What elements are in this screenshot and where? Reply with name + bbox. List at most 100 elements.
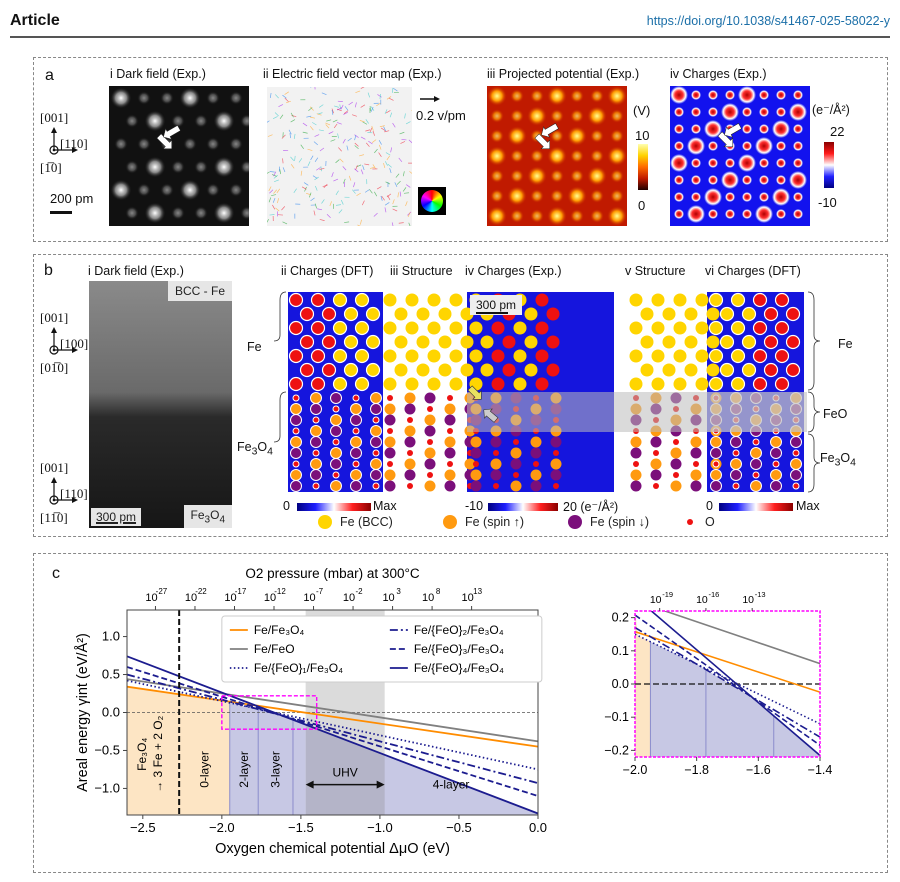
oxide-atom: [371, 426, 382, 437]
potential-spot: [550, 109, 564, 123]
potential-spot: [510, 209, 524, 223]
oxide-atom: [671, 459, 682, 470]
top-tick-label: 10: [303, 592, 315, 604]
oxide-atom: [447, 428, 453, 434]
field-vector: [314, 177, 318, 180]
fe-atom: [345, 336, 358, 349]
charge-spot: [759, 158, 769, 168]
panel-a-label: a: [45, 67, 54, 85]
oxide-atom: [493, 483, 499, 489]
potential-spot: [510, 149, 524, 163]
atom-spot: [110, 87, 132, 109]
field-vector: [315, 158, 318, 162]
oxide-atom: [771, 448, 782, 459]
oxide-atom: [493, 450, 499, 456]
fe-atom: [652, 322, 665, 335]
oxide-atom: [291, 448, 302, 459]
scalebar-b: 300 pm: [91, 508, 141, 526]
potential-spot: [550, 169, 564, 183]
fe-atom: [481, 364, 494, 377]
fe-atom: [301, 364, 314, 377]
fe-atom: [290, 322, 303, 335]
oxide-atom: [711, 481, 722, 492]
oxide-atom: [311, 459, 322, 470]
field-vector: [379, 140, 381, 144]
oxide-atom: [511, 459, 522, 470]
field-vector: [273, 116, 277, 118]
oxide-atom: [373, 417, 379, 423]
oxide-atom: [471, 481, 482, 492]
oxide-atom: [313, 450, 319, 456]
fe-atom: [450, 294, 463, 307]
charge-spot: [674, 192, 684, 202]
potential-spot: [570, 169, 584, 183]
field-vector: [267, 172, 270, 175]
field-vector: [385, 202, 389, 205]
oxide-atom: [351, 415, 362, 426]
field-vector: [269, 186, 271, 190]
fe-atom: [345, 364, 358, 377]
legend-label: Fe/Fe₃O₄: [254, 623, 305, 637]
charge-spot: [691, 90, 701, 100]
field-vector: [269, 198, 271, 203]
feo-band-dft: [707, 392, 804, 432]
legend-label: O: [705, 515, 715, 529]
oxide-atom: [631, 448, 642, 459]
oxide-atom: [405, 437, 416, 448]
fe-atom: [323, 308, 336, 321]
oxide-atom: [651, 470, 662, 481]
region-label: 4-layer: [433, 777, 470, 791]
field-vector: [345, 106, 348, 110]
field-vector: [400, 192, 401, 197]
field-vector: [320, 148, 324, 151]
axis-label-001: [001]: [40, 310, 68, 326]
field-vector: [303, 123, 307, 126]
field-vector: [282, 135, 286, 139]
panel-b-title-ii: ii Charges (DFT): [281, 264, 373, 278]
inset-top-tick-label: 10: [650, 594, 662, 606]
colorbar-vi-min: 0: [706, 499, 713, 513]
oxide-atom: [773, 461, 779, 467]
fe-atom: [696, 322, 709, 335]
fe-atom: [536, 294, 549, 307]
oxide-atom: [293, 461, 299, 467]
field-vector: [379, 145, 381, 150]
potential-spot: [490, 109, 504, 123]
field-vector: [334, 106, 339, 107]
fe-atom: [525, 364, 538, 377]
field-vector: [338, 148, 341, 152]
fe-atom: [312, 294, 325, 307]
fe-bcc-dot-icon: [318, 515, 332, 529]
top-tick-exponent: -22: [195, 587, 207, 596]
panel-a-title-i: i Dark field (Exp.): [110, 67, 206, 81]
potential-spot: [507, 186, 527, 206]
field-vector: [365, 130, 370, 131]
fe-atom: [450, 350, 463, 363]
oxide-atom: [387, 428, 393, 434]
oxide-atom: [771, 470, 782, 481]
field-vector: [334, 124, 337, 128]
field-vector: [352, 115, 357, 117]
fe3o4-tag: Fe3O4: [184, 505, 232, 528]
fe-atom: [461, 364, 474, 377]
oxide-atom: [311, 393, 322, 404]
fe-atom: [685, 336, 698, 349]
oxide-atom: [293, 395, 299, 401]
field-vector: [379, 153, 382, 157]
fe-atom: [356, 322, 369, 335]
charge-spot: [789, 103, 807, 121]
fe-atom: [503, 364, 516, 377]
field-vector: [291, 113, 293, 117]
potential-spot: [610, 129, 624, 143]
darkfield-image-b: BCC - Fe Fe3O4 300 pm: [89, 281, 232, 528]
fe-atom: [787, 336, 800, 349]
fe-atom: [395, 364, 408, 377]
inset-top-tick-exponent: -16: [708, 590, 719, 599]
doi-link[interactable]: https://doi.org/10.1038/s41467-025-58022…: [647, 14, 890, 28]
oxide-atom: [333, 439, 339, 445]
panel-a-title-iv: iv Charges (Exp.): [670, 67, 767, 81]
field-vector: [363, 165, 365, 170]
field-vector: [372, 140, 376, 143]
oxide-atom: [751, 481, 762, 492]
atom-spot: [144, 110, 166, 132]
